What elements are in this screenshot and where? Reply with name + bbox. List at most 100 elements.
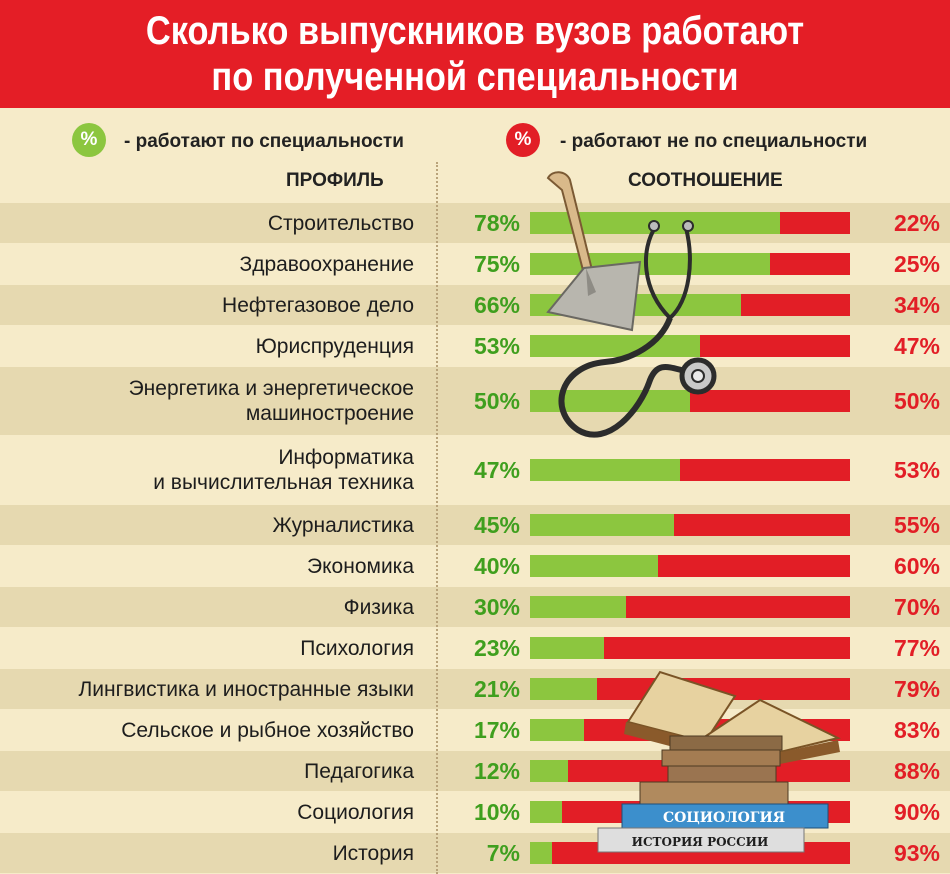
- not-in-specialty-value: 88%: [893, 757, 940, 784]
- bar-not-in-specialty: [680, 459, 850, 481]
- not-in-specialty-value: 70%: [893, 593, 940, 620]
- in-specialty-value: 30%: [473, 593, 520, 620]
- bar-not-in-specialty: [597, 678, 850, 700]
- in-specialty-value: 47%: [473, 456, 520, 483]
- bar-in-specialty: [530, 801, 562, 823]
- legend-not-in-specialty-icon: %: [506, 123, 540, 157]
- category-label: Социология: [0, 792, 414, 832]
- title-line-1: Сколько выпускников вузов работают: [145, 9, 805, 53]
- bar-in-specialty: [530, 719, 585, 741]
- not-in-specialty-value: 55%: [893, 511, 940, 538]
- category-label-line: Социология: [297, 800, 414, 824]
- bar-not-in-specialty: [674, 514, 850, 536]
- category-label-line: Журналистика: [272, 513, 414, 537]
- category-label-line: Лингвистика и иностранные языки: [78, 677, 414, 701]
- in-specialty-value: 45%: [473, 511, 520, 538]
- category-label-line: Экономика: [307, 554, 414, 578]
- in-specialty-value: 12%: [473, 757, 520, 784]
- in-specialty-value: 40%: [473, 552, 520, 579]
- category-label-line: и вычислительная техника: [153, 471, 414, 494]
- bar-in-specialty: [530, 596, 626, 618]
- bar-not-in-specialty: [626, 596, 850, 618]
- category-label: Лингвистика и иностранные языки: [0, 669, 414, 709]
- bar-not-in-specialty: [699, 335, 850, 357]
- bar-in-specialty: [530, 760, 569, 782]
- bar-in-specialty: [530, 459, 681, 481]
- category-label: Здравоохранение: [0, 244, 414, 284]
- category-label: Информатика и вычислительная техника: [0, 436, 414, 504]
- category-label: Журналистика: [0, 505, 414, 545]
- bar-not-in-specialty: [741, 294, 850, 316]
- bar-not-in-specialty: [658, 555, 850, 577]
- bar-not-in-specialty: [562, 801, 850, 823]
- not-in-specialty-value: 77%: [893, 634, 940, 661]
- category-label: Педагогика: [0, 751, 414, 791]
- category-label-line: Юриспруденция: [255, 334, 414, 358]
- bar-not-in-specialty: [552, 842, 850, 864]
- bar-in-specialty: [530, 637, 604, 659]
- bar-not-in-specialty: [584, 719, 850, 741]
- not-in-specialty-value: 79%: [893, 675, 940, 702]
- category-label-line: История: [332, 841, 414, 865]
- bar-in-specialty: [530, 335, 700, 357]
- not-in-specialty-value: 93%: [893, 839, 940, 866]
- in-specialty-value: 78%: [473, 209, 520, 236]
- category-label: Нефтегазовое дело: [0, 285, 414, 325]
- not-in-specialty-value: 90%: [893, 798, 940, 825]
- not-in-specialty-value: 60%: [893, 552, 940, 579]
- profile-header: ПРОФИЛЬ: [286, 170, 384, 191]
- not-in-specialty-value: 53%: [893, 456, 940, 483]
- category-label: Строительство: [0, 203, 414, 243]
- not-in-specialty-value: 25%: [893, 250, 940, 277]
- in-specialty-value: 10%: [473, 798, 520, 825]
- page-title: Сколько выпускников вузов работают по по…: [0, 0, 950, 108]
- category-label-line: Физика: [343, 595, 414, 619]
- in-specialty-value: 17%: [473, 716, 520, 743]
- bar-in-specialty: [530, 514, 674, 536]
- in-specialty-value: 21%: [473, 675, 520, 702]
- category-label: Энергетика и энергетическое машиностроени…: [0, 367, 414, 435]
- bar-not-in-specialty: [690, 390, 850, 412]
- ratio-header: СООТНОШЕНИЕ: [628, 170, 783, 191]
- category-label-line: Информатика: [278, 446, 414, 469]
- in-specialty-value: 50%: [473, 387, 520, 414]
- in-specialty-value: 75%: [473, 250, 520, 277]
- category-label-line: Строительство: [267, 211, 414, 235]
- category-label: Психология: [0, 628, 414, 668]
- bar-not-in-specialty: [770, 253, 850, 275]
- category-label-line: Сельское и рыбное хозяйство: [121, 718, 414, 742]
- category-label: Юриспруденция: [0, 326, 414, 366]
- in-specialty-value: 7%: [486, 839, 520, 866]
- category-label: История: [0, 833, 414, 873]
- legend-in-specialty-icon: %: [72, 123, 106, 157]
- bar-in-specialty: [530, 842, 553, 864]
- not-in-specialty-value: 34%: [893, 291, 940, 318]
- bar-in-specialty: [530, 390, 690, 412]
- bar-in-specialty: [530, 253, 770, 275]
- bar-not-in-specialty: [603, 637, 850, 659]
- category-label-line: Нефтегазовое дело: [222, 293, 414, 317]
- bar-in-specialty: [530, 678, 598, 700]
- category-label-line: машиностроение: [245, 402, 414, 425]
- category-label: Физика: [0, 587, 414, 627]
- bar-in-specialty: [530, 555, 658, 577]
- in-specialty-value: 53%: [473, 332, 520, 359]
- column-divider: [436, 162, 438, 874]
- bar-not-in-specialty: [779, 212, 850, 234]
- not-in-specialty-value: 50%: [893, 387, 940, 414]
- not-in-specialty-value: 47%: [893, 332, 940, 359]
- bar-in-specialty: [530, 294, 742, 316]
- not-in-specialty-value: 83%: [893, 716, 940, 743]
- category-label: Экономика: [0, 546, 414, 586]
- bar-in-specialty: [530, 212, 780, 234]
- category-label-line: Психология: [300, 636, 414, 660]
- legend-in-specialty-label: - работают по специальности: [124, 131, 404, 152]
- category-label-line: Энергетика и энергетическое: [128, 377, 414, 400]
- category-label-line: Педагогика: [304, 759, 414, 783]
- title-line-2: по полученной специальности: [211, 55, 739, 99]
- category-label: Сельское и рыбное хозяйство: [0, 710, 414, 750]
- category-label-line: Здравоохранение: [239, 252, 414, 276]
- not-in-specialty-value: 22%: [893, 209, 940, 236]
- in-specialty-value: 66%: [473, 291, 520, 318]
- bar-not-in-specialty: [568, 760, 850, 782]
